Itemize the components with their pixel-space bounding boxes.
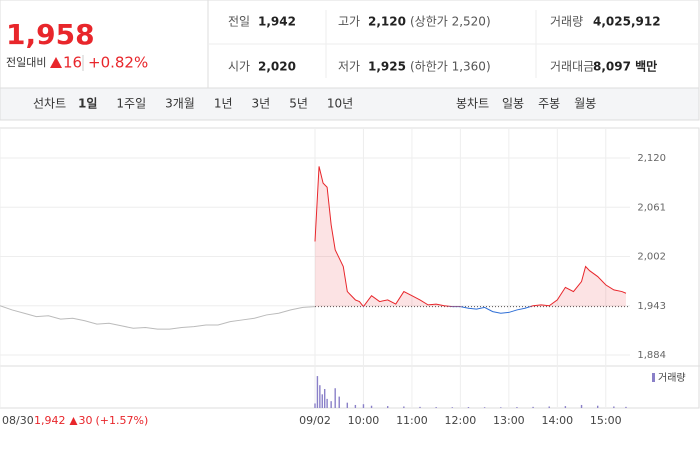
change-pct: +0.82% bbox=[88, 54, 148, 72]
volume-bar bbox=[435, 407, 437, 408]
tab[interactable]: 1주일 bbox=[116, 97, 146, 111]
stat-label: 저가 bbox=[338, 60, 360, 74]
volume-bar bbox=[548, 406, 550, 408]
x-tick-label: 14:00 bbox=[541, 414, 573, 427]
volume-bar bbox=[334, 388, 336, 408]
stat-label: 고가 bbox=[338, 15, 360, 29]
volume-bar bbox=[580, 404, 583, 408]
volume-bar bbox=[516, 407, 518, 408]
y-tick-label: 1,884 bbox=[637, 350, 666, 361]
tab[interactable]: 3년 bbox=[252, 97, 271, 111]
stat-value: 4,025,912 bbox=[593, 15, 661, 29]
stat-note: (하한가 1,360) bbox=[410, 60, 491, 74]
volume-bar bbox=[323, 389, 326, 408]
x-tick-label: 11:00 bbox=[396, 414, 428, 427]
y-tick-label: 2,002 bbox=[637, 252, 666, 263]
stat-label: 시가 bbox=[228, 60, 250, 74]
stat-label: 거래량 bbox=[550, 15, 583, 29]
legend-label: 거래량 bbox=[658, 372, 686, 384]
y-tick-label: 2,061 bbox=[637, 202, 666, 213]
tab-label: 선차트 bbox=[33, 97, 66, 111]
up-arrow bbox=[50, 57, 62, 68]
stat-label: 전일 bbox=[228, 15, 250, 29]
volume-bar bbox=[321, 394, 323, 408]
tab[interactable]: 주봉 bbox=[538, 97, 560, 111]
volume-bar bbox=[467, 407, 470, 408]
stat-value: 1,942 bbox=[258, 15, 296, 29]
tab[interactable]: 10년 bbox=[327, 97, 353, 111]
volume-bar bbox=[419, 406, 421, 408]
annotation-close: 1,942 bbox=[34, 414, 66, 427]
x-tick-label: 15:00 bbox=[590, 414, 622, 427]
chart-box bbox=[0, 127, 700, 409]
volume-bar bbox=[338, 396, 340, 408]
up-arrow bbox=[69, 417, 78, 425]
price-line bbox=[0, 305, 316, 330]
stats: 전일 1,942 고가 2,120 (상한가 2,520) 거래량 4,025,912 시가 2… bbox=[228, 15, 661, 74]
volume-bar bbox=[483, 407, 486, 408]
y-tick-label: 1,943 bbox=[637, 301, 666, 312]
volume-bar bbox=[532, 406, 534, 408]
volume-bar bbox=[354, 404, 357, 408]
x-tick-label: 13:00 bbox=[493, 414, 525, 427]
tab[interactable]: 3개월 bbox=[165, 97, 195, 111]
volume-bar bbox=[451, 407, 454, 408]
x-tick-label: 08/30 bbox=[2, 414, 34, 427]
volume-bar bbox=[625, 406, 627, 408]
volume-bar bbox=[613, 406, 615, 408]
volume-bar bbox=[362, 404, 365, 408]
tab[interactable]: 일봉 bbox=[502, 97, 524, 111]
tab[interactable]: 1일 bbox=[78, 97, 97, 111]
stat-label: 거래대금 bbox=[550, 60, 594, 74]
tab[interactable]: 1년 bbox=[214, 97, 233, 111]
plot: 1,884 1,943 2,002 2,061 2,120 08/30 09/02 10:00… bbox=[0, 128, 686, 427]
volume-bar bbox=[319, 385, 321, 408]
volume-bar bbox=[500, 407, 502, 408]
y-tick-label: 2,120 bbox=[637, 153, 666, 164]
stat-value: 8,097 백만 bbox=[593, 59, 657, 74]
area-fill bbox=[315, 166, 626, 307]
annotation-change: 30 bbox=[79, 414, 93, 427]
annotation-pct: (+1.57%) bbox=[96, 414, 149, 427]
stat-note: (상한가 2,520) bbox=[410, 15, 491, 29]
tab[interactable]: 월봉 bbox=[574, 97, 596, 111]
stat-value: 2,020 bbox=[258, 60, 296, 74]
volume-bar bbox=[326, 398, 328, 408]
tab-label: 봉차트 bbox=[456, 97, 489, 111]
price-line bbox=[314, 166, 627, 314]
volume-bar bbox=[346, 402, 349, 408]
stat-value: 1,925 bbox=[368, 60, 406, 74]
volume-bar bbox=[564, 406, 567, 408]
change: 16 bbox=[63, 54, 82, 72]
volume-bar bbox=[316, 376, 319, 408]
volume-bar bbox=[596, 405, 599, 408]
volume-bar bbox=[403, 406, 405, 408]
volume-bar bbox=[386, 406, 389, 408]
volume-bar bbox=[370, 405, 373, 408]
legend-swatch bbox=[652, 373, 655, 382]
volume-bar bbox=[330, 401, 332, 408]
change-label: 전일대비 bbox=[6, 55, 46, 69]
tab[interactable]: 5년 bbox=[289, 97, 308, 111]
volume-bar bbox=[314, 403, 316, 408]
stat-value: 2,120 bbox=[368, 15, 406, 29]
x-tick-label: 12:00 bbox=[445, 414, 477, 427]
x-tick-label: 09/02 bbox=[299, 414, 331, 427]
tab-bar bbox=[0, 87, 700, 121]
tabs: 선차트 1일 1주일 3개월 1년 3년 5년 10년 봉차트 일봉 주봉 월봉 bbox=[33, 97, 596, 111]
x-tick-label: 10:00 bbox=[348, 414, 380, 427]
price: 1,958 bbox=[6, 18, 95, 51]
